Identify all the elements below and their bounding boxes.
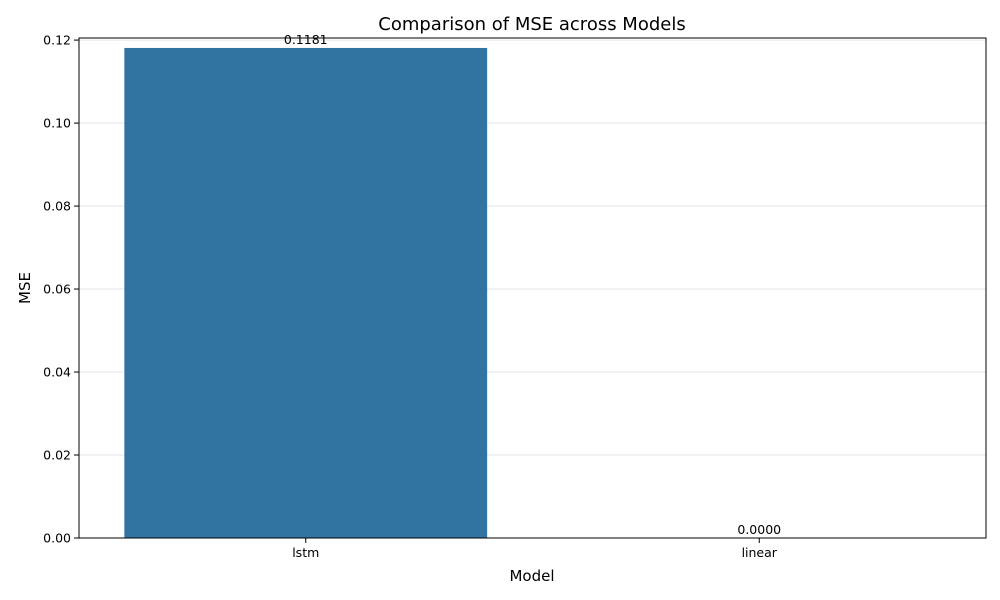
y-tick-label: 0.00 — [43, 531, 71, 546]
y-axis-label: MSE — [16, 272, 34, 304]
data-label-linear: 0.0000 — [737, 522, 781, 537]
y-tick-label: 0.02 — [43, 448, 71, 463]
x-tick-label-lstm: lstm — [292, 545, 319, 560]
y-tick-label: 0.04 — [43, 365, 71, 380]
y-tick-label: 0.12 — [43, 33, 71, 48]
data-label-lstm: 0.1181 — [284, 32, 328, 47]
x-axis-ticks: lstm linear — [292, 538, 778, 560]
bar-lstm — [124, 47, 488, 539]
plot-frame — [78, 37, 987, 539]
x-tick-label-linear: linear — [742, 545, 778, 560]
chart-title: Comparison of MSE across Models — [378, 14, 685, 35]
y-axis-ticks: 0.00 0.02 0.04 0.06 0.08 0.10 0.12 — [43, 33, 79, 546]
y-tick-label: 0.10 — [43, 116, 71, 131]
y-tick-label: 0.08 — [43, 199, 71, 214]
data-labels: 0.1181 0.0000 — [284, 32, 781, 537]
bars — [124, 47, 488, 539]
x-axis-label: Model — [509, 567, 554, 585]
y-tick-label: 0.06 — [43, 282, 71, 297]
